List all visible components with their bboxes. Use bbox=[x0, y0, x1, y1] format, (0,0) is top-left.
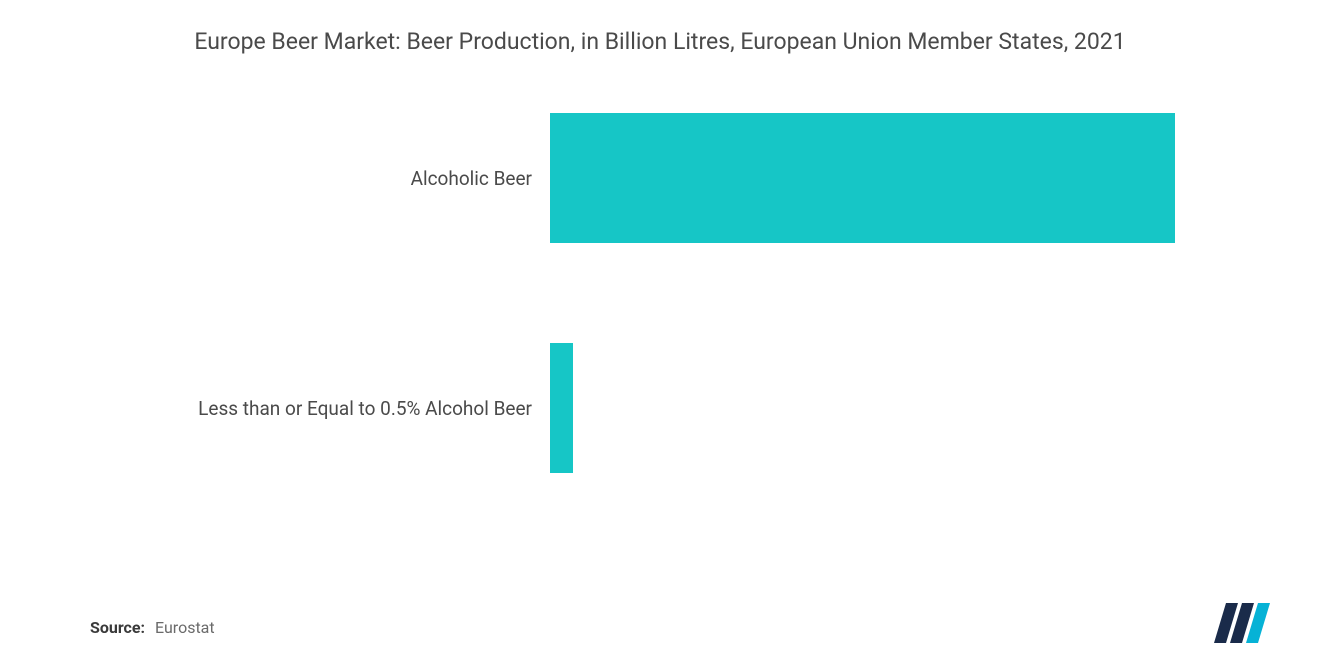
bar-track bbox=[550, 343, 1230, 473]
bar bbox=[550, 343, 573, 473]
bar-row: Alcoholic Beer bbox=[90, 113, 1230, 243]
source-label: Source: bbox=[90, 618, 145, 637]
category-label: Alcoholic Beer bbox=[90, 167, 550, 190]
bar bbox=[550, 113, 1175, 243]
chart-container: Europe Beer Market: Beer Production, in … bbox=[0, 0, 1320, 665]
source-line: Source: Eurostat bbox=[90, 618, 215, 637]
bar-track bbox=[550, 113, 1230, 243]
logo-bars-icon bbox=[1214, 603, 1270, 643]
source-value: Eurostat bbox=[155, 618, 215, 637]
plot-area: Alcoholic Beer Less than or Equal to 0.5%… bbox=[90, 113, 1230, 553]
brand-logo bbox=[1208, 603, 1272, 643]
category-label: Less than or Equal to 0.5% Alcohol Beer bbox=[90, 397, 550, 420]
chart-title: Europe Beer Market: Beer Production, in … bbox=[130, 25, 1190, 58]
bar-row: Less than or Equal to 0.5% Alcohol Beer bbox=[90, 343, 1230, 473]
